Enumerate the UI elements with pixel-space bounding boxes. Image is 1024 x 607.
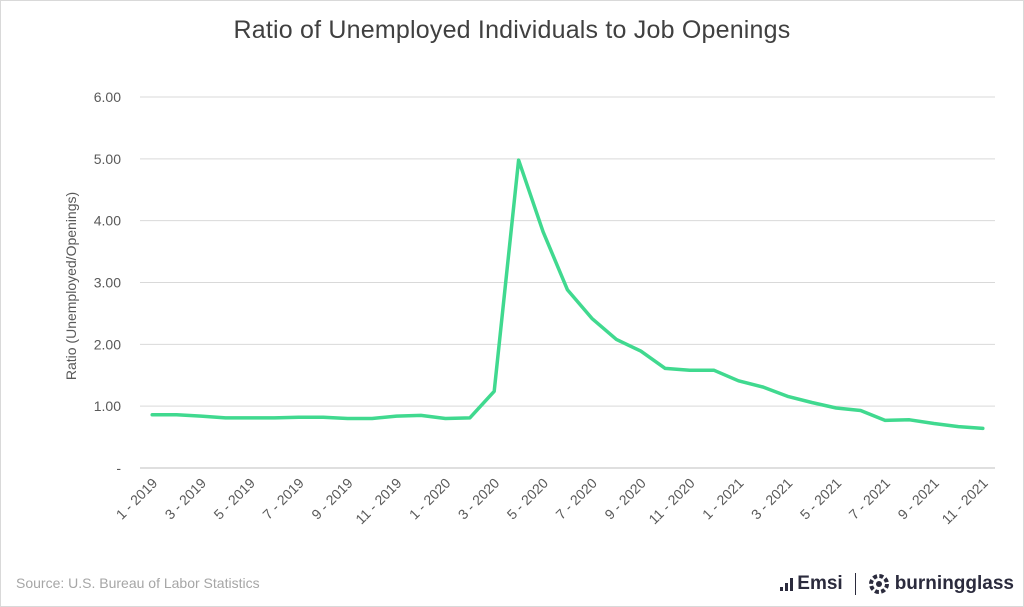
x-tick-label: 9 - 2020	[601, 475, 649, 523]
logo-divider	[854, 573, 856, 595]
emsi-logo: Emsi	[780, 573, 843, 595]
x-tick-label: 1 - 2021	[699, 475, 747, 523]
x-tick-label: 11 - 2021	[938, 475, 991, 528]
x-tick-label: 9 - 2021	[894, 475, 942, 523]
y-tick-label: 1.00	[94, 398, 121, 414]
source-note: Source: U.S. Bureau of Labor Statistics	[16, 575, 260, 591]
x-tick-label: 1 - 2019	[113, 475, 161, 523]
x-tick-label: 1 - 2020	[406, 475, 454, 523]
burningglass-logo-text: burningglass	[894, 573, 1014, 594]
chart-title: Ratio of Unemployed Individuals to Job O…	[233, 16, 791, 44]
x-tick-label: 5 - 2019	[210, 475, 258, 523]
y-tick-label: 5.00	[94, 151, 121, 167]
brand-logos: Emsi burningglass	[780, 571, 1014, 597]
burningglass-mark-icon	[868, 574, 889, 594]
y-tick-label: 2.00	[94, 336, 121, 352]
y-tick-label: 3.00	[94, 275, 121, 291]
x-tick-label: 9 - 2019	[308, 475, 356, 523]
bar-chart-icon	[780, 577, 794, 591]
series-line	[150, 158, 985, 431]
x-tick-label: 11 - 2020	[645, 475, 698, 528]
y-tick-labels: - 1.00 2.00 3.00 4.00 5.00 6.00	[94, 89, 122, 476]
x-tick-labels: 1 - 2019 3 - 2019 5 - 2019 7 - 2019 9 - 2019…	[113, 475, 991, 528]
x-tick-label: 3 - 2021	[748, 475, 796, 523]
emsi-logo-text: Emsi	[797, 573, 843, 594]
x-tick-label: 5 - 2021	[797, 475, 845, 523]
x-tick-label: 5 - 2020	[504, 475, 552, 523]
x-tick-label: 3 - 2020	[455, 475, 503, 523]
y-axis-label: Ratio (Unemployed/Openings)	[63, 192, 79, 380]
gridlines	[140, 96, 995, 469]
x-tick-label: 7 - 2021	[846, 475, 894, 523]
x-tick-label: 3 - 2019	[162, 475, 210, 523]
x-tick-label: 11 - 2019	[352, 475, 405, 528]
y-tick-label: -	[116, 460, 121, 476]
burningglass-logo: burningglass	[868, 573, 1014, 595]
y-tick-label: 4.00	[94, 213, 121, 229]
y-tick-label: 6.00	[94, 89, 121, 105]
x-tick-label: 7 - 2019	[259, 475, 307, 523]
series-lines	[150, 158, 985, 431]
x-tick-label: 7 - 2020	[552, 475, 600, 523]
